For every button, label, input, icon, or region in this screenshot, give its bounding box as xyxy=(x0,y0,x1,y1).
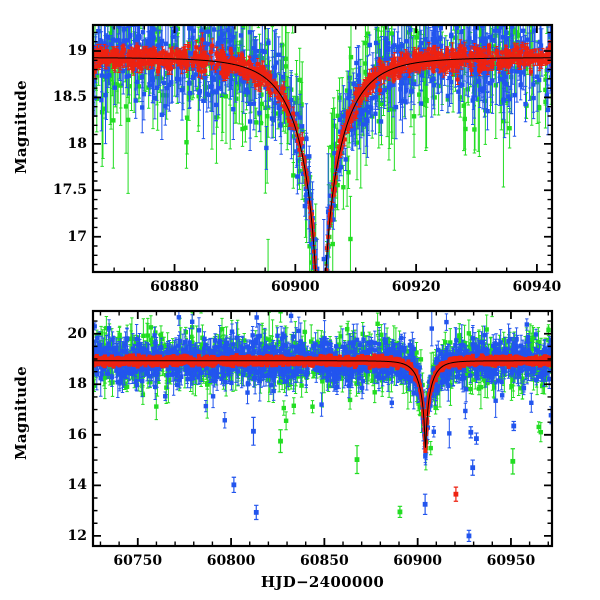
lightcurve-plot-canvas xyxy=(0,0,600,600)
figure-root: Magnitude Magnitude HJD−2400000 60880 609… xyxy=(0,0,600,600)
